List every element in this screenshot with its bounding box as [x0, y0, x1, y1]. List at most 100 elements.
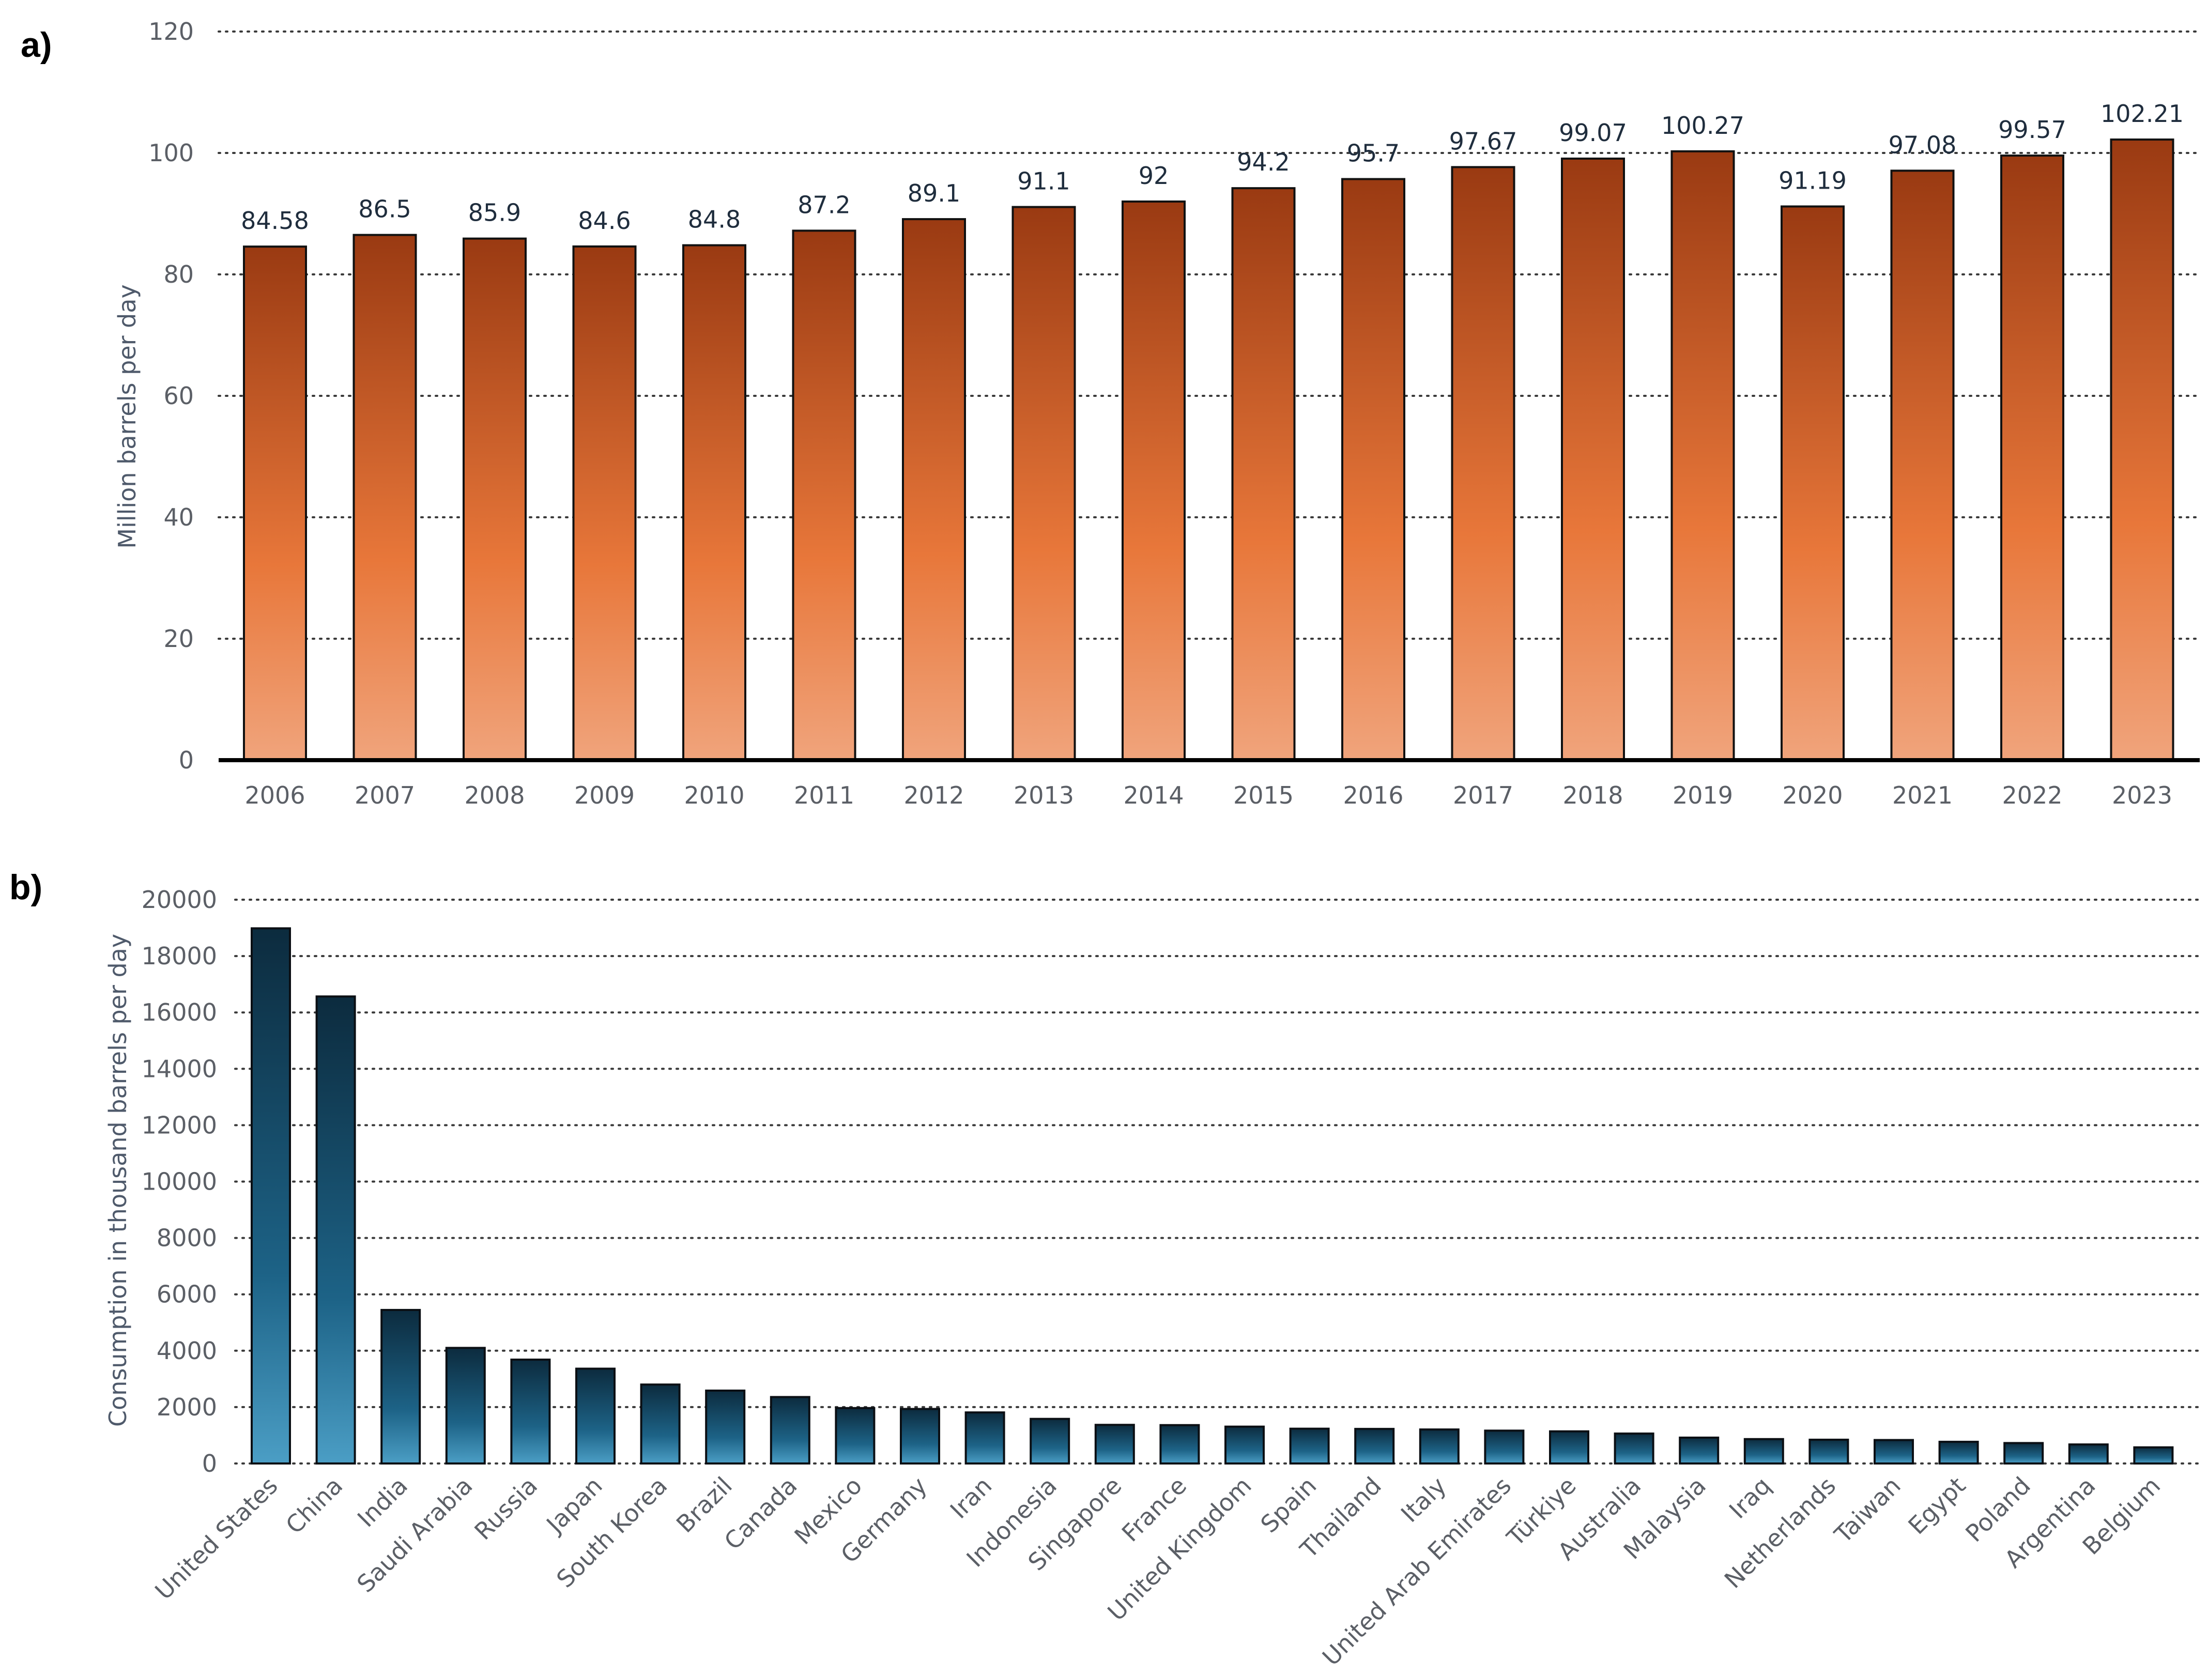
panel-a-bars	[243, 138, 2174, 762]
panel-a-x-tick-2017: 2017	[1453, 781, 1513, 809]
panel-b-bar-brazil	[705, 1389, 746, 1465]
panel-b-bar-belgium	[2133, 1446, 2174, 1465]
panel-b-bar-japan	[575, 1367, 616, 1465]
panel-a-data-label-2019: 100.27	[1661, 112, 1744, 140]
panel-b-bar-united-kingdom	[1224, 1425, 1265, 1465]
panel-b-bar-united-states	[251, 927, 291, 1465]
panel-b-label: b)	[9, 868, 42, 907]
panel-b-bar-canada	[770, 1396, 810, 1465]
panel-b-bar-australia	[1614, 1432, 1654, 1465]
panel-b-y-tick-label: 16000	[142, 998, 217, 1026]
panel-b-x-tick-canada: Canada	[719, 1472, 803, 1555]
panel-a-data-label-2020: 91.19	[1778, 167, 1847, 195]
panel-a-bar-2008	[463, 237, 527, 761]
panel-a-data-label-2013: 91.1	[1017, 167, 1070, 195]
panel-b-x-tick-china: China	[280, 1472, 348, 1539]
panel-a-y-tick-label: 80	[163, 260, 194, 288]
panel-b-y-tick-label: 6000	[157, 1281, 217, 1308]
panel-a-y-ticks: 0 20 40 60 80 100 120	[148, 18, 194, 774]
panel-a-x-tick-2019: 2019	[1673, 781, 1733, 809]
panel-a-x-tick-2007: 2007	[355, 781, 415, 809]
panel-a-x-tick-2012: 2012	[903, 781, 964, 809]
panel-a-data-label-2011: 87.2	[798, 191, 850, 219]
panel-b-gridlines	[234, 899, 2201, 1465]
panel-b-bar-france	[1159, 1424, 1200, 1465]
panel-a-data-label-2023: 102.21	[2100, 100, 2184, 128]
panel-a-x-tick-2018: 2018	[1562, 781, 1623, 809]
panel-b-y-tick-label: 20000	[142, 886, 217, 914]
panel-b-bar-mexico	[835, 1407, 876, 1465]
panel-a-y-tick-label: 40	[163, 503, 194, 531]
panel-a-x-tick-2021: 2021	[1892, 781, 1953, 809]
panel-a-data-labels: 84.58 86.5 85.9 84.6 84.8 87.2 89.1 91.1 92 94.2 9…	[241, 100, 2184, 235]
panel-a-y-tick-label: 20	[163, 625, 194, 653]
panel-a-x-tick-2014: 2014	[1123, 781, 1184, 809]
panel-a-bar-2017	[1451, 166, 1515, 762]
panel-a-bar-2015	[1231, 187, 1296, 761]
panel-b-bar-egypt	[1938, 1441, 1979, 1465]
panel-a-data-label-2009: 84.6	[578, 207, 631, 235]
panel-a-y-tick-label: 60	[163, 382, 194, 410]
panel-b-y-ticks: 0 2000 4000 6000 8000 10000 12000 14000 16000 180…	[142, 886, 217, 1477]
panel-b-bar-russia	[510, 1359, 551, 1465]
panel-b-x-tick-united-states: United States	[149, 1472, 283, 1605]
panel-b-bar-iraq	[1743, 1438, 1784, 1465]
panel-a-x-tick-2011: 2011	[794, 781, 854, 809]
panel-b-bar-china	[315, 995, 356, 1465]
panel-a-bar-2012	[902, 218, 966, 762]
panel-a-bar-2016	[1341, 178, 1405, 761]
panel-b-x-tick-india: India	[352, 1472, 413, 1533]
panel-b-bar-iran	[964, 1411, 1005, 1465]
panel-b-bar-netherlands	[1808, 1439, 1849, 1465]
panel-a-bar-2013	[1011, 206, 1076, 762]
panel-a-x-tick-2008: 2008	[464, 781, 525, 809]
panel-b-y-tick-label: 12000	[142, 1111, 217, 1139]
panel-a-x-tick-2020: 2020	[1782, 781, 1843, 809]
panel-a-data-label-2014: 92	[1139, 162, 1169, 190]
panel-a-data-label-2006: 84.58	[241, 207, 309, 235]
panel-b-y-tick-label: 0	[202, 1450, 217, 1477]
panel-b-bar-south-korea	[640, 1383, 681, 1465]
panel-a-x-tick-2022: 2022	[2002, 781, 2062, 809]
panel-b-bars	[251, 927, 2174, 1465]
panel-a-data-label-2015: 94.2	[1237, 148, 1290, 176]
panel-a-bar-2020	[1781, 205, 1845, 762]
panel-b-bar-thailand	[1354, 1428, 1395, 1465]
panel-a-bar-2014	[1122, 201, 1186, 761]
panel-b-x-tick-iraq: Iraq	[1724, 1472, 1776, 1524]
panel-a-data-label-2022: 99.57	[1998, 116, 2066, 144]
panel-a-data-label-2016: 95.7	[1347, 140, 1400, 167]
panel-b-bar-spain	[1289, 1427, 1330, 1465]
panel-a-data-label-2021: 97.08	[1889, 131, 1957, 159]
panel-b-bar-germany	[900, 1408, 940, 1465]
panel-b-bar-italy	[1419, 1428, 1460, 1465]
panel-b-x-tick-saudi-arabia: Saudi Arabia	[351, 1472, 478, 1598]
panel-a-chart: a) Million barrels per day 0 20 40 60 80 100 1…	[21, 18, 2201, 809]
panel-a-data-label-2017: 97.67	[1449, 127, 1517, 155]
panel-a-bar-2010	[682, 244, 746, 762]
panel-a-bar-2011	[792, 229, 856, 761]
panel-b-y-tick-label: 18000	[142, 942, 217, 970]
panel-a-bar-2006	[243, 245, 307, 761]
panel-b-y-tick-label: 2000	[157, 1393, 217, 1421]
panel-b-bar-taiwan	[1874, 1439, 1914, 1465]
panel-b-bar-indonesia	[1030, 1417, 1070, 1465]
panel-a-y-axis-title: Million barrels per day	[113, 284, 141, 548]
panel-a-bar-2007	[352, 234, 417, 761]
panel-a-data-label-2018: 99.07	[1559, 119, 1627, 147]
panel-a-x-tick-2015: 2015	[1233, 781, 1294, 809]
panel-a-bar-2019	[1670, 150, 1735, 761]
panel-b-x-tick-taiwan: Taiwan	[1829, 1472, 1906, 1549]
panel-a-x-tick-2010: 2010	[684, 781, 744, 809]
panel-b-y-tick-label: 10000	[142, 1168, 217, 1196]
panel-b-x-tick-netherlands: Netherlands	[1719, 1472, 1841, 1594]
panel-a-bar-2021	[1890, 169, 1955, 761]
panel-b-y-tick-label: 8000	[157, 1224, 217, 1252]
panel-a-x-ticks: 2006 2007 2008 2009 2010 2011 2012 2013 2014 2015…	[244, 781, 2172, 809]
panel-a-x-tick-2009: 2009	[574, 781, 635, 809]
panel-a-data-label-2010: 84.8	[688, 206, 741, 234]
panel-b-x-tick-russia: Russia	[469, 1472, 543, 1546]
panel-a-x-tick-2016: 2016	[1343, 781, 1403, 809]
